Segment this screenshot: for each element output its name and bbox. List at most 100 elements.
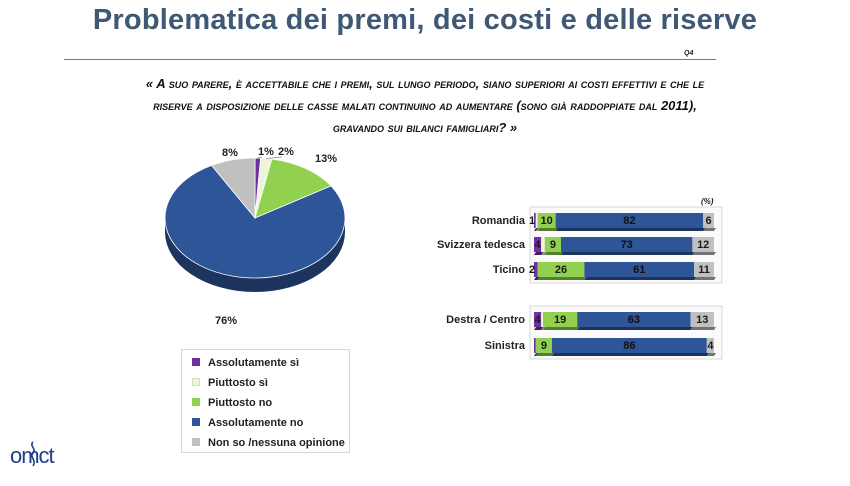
bar-segment	[706, 338, 714, 353]
bar-category-label: Ticino	[493, 264, 525, 276]
bar-segment-depth	[535, 228, 540, 231]
bar-data-label: 63	[628, 314, 640, 326]
logo-caduceus-icon	[31, 441, 35, 467]
bar-segment-depth	[555, 228, 706, 231]
bar-data-label: 6	[706, 215, 712, 227]
bar-segment-depth	[534, 252, 544, 255]
bar-segment	[543, 312, 578, 327]
pie-slice-label: 13%	[315, 153, 337, 165]
bar-segment	[561, 237, 693, 252]
bar-segment	[535, 213, 538, 228]
bar-segment	[534, 312, 542, 327]
pie-slice-label: 2%	[278, 146, 294, 158]
legend-item: Assolutamente sì	[192, 357, 299, 371]
pie-slice	[164, 164, 346, 279]
pie-slice-label: 76%	[215, 315, 237, 327]
legend-swatch	[192, 418, 200, 426]
bar-segment	[692, 237, 714, 252]
legend-label: Non so /nessuna opinione	[208, 437, 345, 449]
bar-data-label: 13	[696, 314, 708, 326]
bar-data-label: 26	[555, 264, 567, 276]
bar-segment	[535, 338, 552, 353]
question-text: « A suo parere, è accettabile che i prem…	[40, 73, 810, 139]
legend-item: Piuttosto sì	[192, 377, 268, 391]
legend-item: Assolutamente no	[192, 417, 303, 431]
bar-segment	[690, 312, 714, 327]
question-line-2: riserve a disposizione delle casse malat…	[153, 98, 697, 113]
bar-segment-depth	[577, 327, 693, 330]
bar-segment-depth	[543, 327, 580, 330]
pie-slice-label: 1%	[258, 146, 274, 158]
bar-category-label: Sinistra	[485, 340, 526, 352]
pie-legend: Assolutamente sì Piuttosto sì Piuttosto …	[181, 349, 350, 453]
legend-swatch	[192, 378, 200, 386]
bar-data-label: 12	[697, 239, 709, 251]
pie-chart: 1% 2% 13% 76% 8%	[164, 146, 346, 327]
bar-segment	[584, 262, 695, 277]
bar-segment	[534, 262, 538, 277]
bar-data-label: 9	[550, 239, 556, 251]
bar-category-label: Destra / Centro	[446, 314, 525, 326]
bar-data-label: 73	[621, 239, 633, 251]
bar-segment	[694, 262, 714, 277]
bar-data-label: 4	[535, 239, 542, 251]
bar-segment	[577, 312, 691, 327]
pie-label-leader	[266, 156, 283, 159]
bar-segment-depth	[537, 228, 558, 231]
question-line-3: gravando sui bilanci famigliari? »	[332, 120, 518, 135]
bar-data-label: 2	[529, 264, 535, 276]
omct-logo: omct	[10, 441, 56, 468]
bar-segment	[555, 213, 704, 228]
bar-segment	[537, 213, 556, 228]
bar-segment	[534, 237, 542, 252]
pie-label-leader	[257, 156, 263, 159]
bar-data-label: 9	[541, 340, 547, 352]
bar-data-label: 86	[623, 340, 635, 352]
bar-segment	[541, 312, 543, 327]
bar-segment-depth	[534, 277, 540, 280]
question-code: Q4	[684, 50, 694, 57]
bar-segment-depth	[692, 252, 716, 255]
legend-swatch	[192, 358, 200, 366]
bar-data-label: 82	[623, 215, 635, 227]
bar-segment-depth	[534, 327, 544, 330]
bar-data-label: 11	[698, 264, 710, 276]
bar-segment	[544, 237, 561, 252]
bar-segment-depth	[541, 252, 547, 255]
bar-segment-depth	[541, 327, 545, 330]
bar-data-label: 4	[707, 340, 714, 352]
bar-segment-depth	[706, 353, 716, 356]
legend-label: Piuttosto no	[208, 397, 273, 409]
bar-segment	[534, 338, 536, 353]
pie-slice	[210, 157, 256, 220]
bar-category-label: Romandia	[472, 215, 526, 227]
bar-segment-depth	[694, 277, 716, 280]
legend-swatch	[192, 398, 200, 406]
bar-segment-depth	[703, 228, 716, 231]
bar-segment-depth	[584, 277, 697, 280]
slide-title: Problematica dei premi, dei costi e dell…	[92, 4, 758, 36]
bar-data-label: 1	[529, 215, 535, 227]
legend-label: Assolutamente no	[208, 417, 304, 429]
bar-data-label: 10	[540, 215, 552, 227]
legend-item: Non so /nessuna opinione	[192, 437, 345, 451]
question-line-1: « A suo parere, è accettabile che i prem…	[145, 76, 705, 91]
bar-segment-depth	[534, 228, 538, 231]
bar-segment-depth	[534, 353, 538, 356]
bar-segment	[534, 213, 536, 228]
bar-segment	[537, 262, 585, 277]
legend-label: Piuttosto sì	[208, 377, 268, 389]
bar-segment	[552, 338, 707, 353]
bar-segment-depth	[552, 353, 709, 356]
bar-data-label: 4	[535, 314, 542, 326]
bar-segment-depth	[537, 277, 587, 280]
bar-segment-depth	[544, 252, 563, 255]
bar-segment-depth	[535, 353, 554, 356]
bar-unit-label: (%)	[701, 197, 714, 206]
bar-segment	[703, 213, 714, 228]
bar-segment-depth	[561, 252, 695, 255]
legend-item: Piuttosto no	[192, 397, 272, 411]
bar-segment-depth	[690, 327, 716, 330]
pie-slice	[254, 158, 332, 219]
